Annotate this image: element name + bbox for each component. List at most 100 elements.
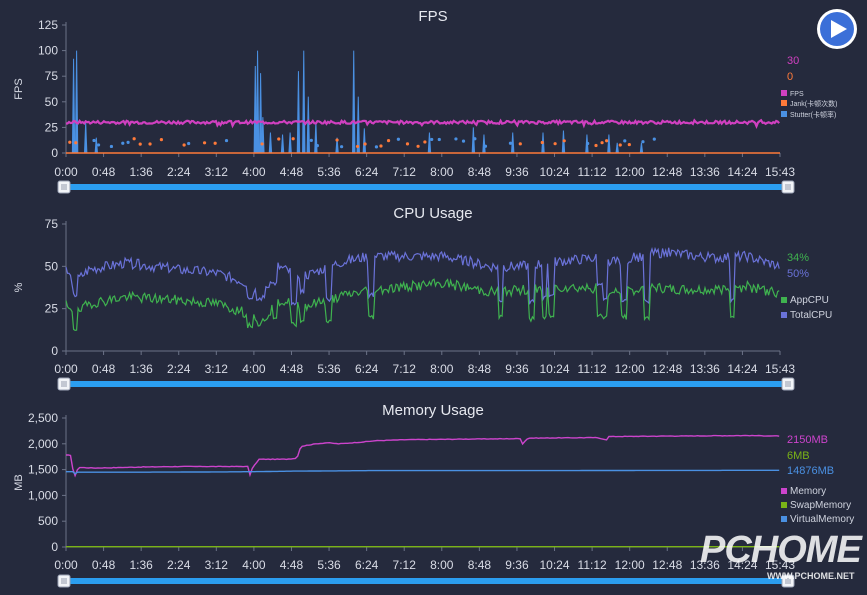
fps-xtick-label: 13:36 [690, 165, 720, 179]
stutter-spike [258, 73, 263, 154]
memory-xtick-label: 9:36 [505, 558, 529, 572]
jank-marker [627, 142, 631, 147]
cpu-xtick-label: 8:48 [468, 362, 492, 376]
fps-xtick-label: 6:24 [355, 165, 379, 179]
memory-chart: Memory Usage MB 0 500 1,000 1,500 2,000 2,500 0:… [13, 402, 854, 588]
jank-marker [600, 141, 604, 145]
fps-title: FPS [418, 8, 447, 25]
jank-marker [562, 139, 566, 143]
fps-xtick-label: 10:24 [540, 165, 570, 179]
memory-ytick-label: 1,000 [28, 488, 58, 502]
memory-xtick-label: 8:48 [468, 558, 492, 572]
jank-marker [508, 141, 513, 145]
fps-range-handle-end[interactable] [781, 180, 795, 194]
jank-marker [148, 142, 152, 146]
jank-marker [224, 138, 229, 143]
play-button[interactable] [817, 9, 857, 49]
fps-series-line [65, 118, 780, 130]
fps-ytick-label: 125 [38, 18, 58, 32]
fps-ytick-label: 75 [45, 69, 59, 83]
cpu-ytick-label: 0 [51, 344, 58, 358]
jank-marker [618, 143, 622, 147]
stutter-spike [615, 142, 619, 154]
fps-chart: FPS FPS 0 25 50 75 100 125 0:00 0:48 1:36 2:24 3:12 4… [13, 8, 837, 194]
cpu-current-value: 50% [787, 268, 809, 280]
cpu-xtick-label: 7:12 [393, 362, 417, 376]
fps-current-value: 30 [787, 55, 799, 67]
memory-current-value: 2150MB [787, 434, 828, 446]
appcpu-series-line [65, 278, 780, 332]
memory-range-slider-track[interactable] [64, 578, 792, 584]
cpu-xtick-label: 6:24 [355, 362, 379, 376]
cpu-ytick-label: 25 [45, 302, 59, 316]
cpu-xtick-label: 10:24 [540, 362, 570, 376]
cpu-legend-swatch [781, 297, 787, 303]
stutter-spike [306, 96, 311, 154]
memory-title: Memory Usage [382, 402, 484, 419]
fps-legend-swatch [781, 90, 787, 96]
stutter-spike [427, 132, 432, 154]
stutter-spike [352, 50, 356, 154]
fps-xtick-label: 2:24 [167, 165, 191, 179]
cpu-xtick-label: 4:00 [242, 362, 266, 376]
jank-marker [159, 138, 164, 142]
fps-legend-swatch [781, 111, 787, 117]
memory-range-handle-start[interactable] [57, 574, 71, 588]
memory-ytick-label: 500 [38, 514, 58, 528]
memory-xtick-label: 4:00 [242, 558, 266, 572]
memory-legend-label: SwapMemory [790, 500, 851, 511]
fps-xtick-label: 8:00 [430, 165, 454, 179]
cpu-xtick-label: 13:36 [690, 362, 720, 376]
cpu-xtick-label: 0:00 [54, 362, 78, 376]
cpu-legend-label: TotalCPU [790, 310, 832, 321]
jank-marker [374, 145, 379, 149]
jank-marker [652, 137, 656, 141]
stutter-spike [296, 71, 301, 154]
cpu-xtick-label: 12:00 [615, 362, 645, 376]
jank-marker [483, 144, 488, 148]
cpu-range-handle-end[interactable] [781, 377, 795, 391]
memory-current-value: 14876MB [787, 465, 834, 477]
jank-marker [437, 137, 441, 142]
memory-current-value: 6MB [787, 450, 810, 462]
cpu-legend-label: AppCPU [790, 295, 829, 306]
cpu-legend-swatch [781, 312, 787, 318]
cpu-range-handle-start[interactable] [57, 377, 71, 391]
jank-marker [641, 140, 645, 144]
cpu-xtick-label: 0:48 [92, 362, 116, 376]
stutter-spike [280, 134, 285, 154]
fps-ytick-label: 25 [45, 120, 59, 134]
cpu-xtick-label: 12:48 [652, 362, 682, 376]
stutter-spike [268, 132, 273, 154]
jank-marker [260, 142, 264, 146]
jank-marker [74, 141, 78, 145]
jank-marker [291, 137, 295, 141]
memory-legend-swatch [781, 516, 787, 522]
stutter-spike [255, 50, 260, 154]
jank-marker [379, 144, 383, 148]
memory-ytick-label: 2,500 [28, 411, 58, 425]
fps-xtick-label: 9:36 [505, 165, 529, 179]
fps-range-slider-track[interactable] [64, 184, 792, 190]
fps-legend-label: Jank(卡顿次数) [790, 99, 837, 108]
fps-range-handle-start[interactable] [57, 180, 71, 194]
jank-marker [553, 142, 557, 146]
play-icon [831, 20, 847, 38]
totalcpu-series-line [65, 246, 780, 306]
stutter-spike [362, 128, 367, 154]
jank-marker [430, 137, 434, 142]
fps-legend-label: FPS [790, 91, 804, 98]
jank-marker [182, 143, 186, 147]
memory-xtick-label: 0:00 [54, 558, 78, 572]
memory-xtick-label: 8:00 [430, 558, 454, 572]
cpu-ytick-label: 50 [45, 259, 59, 273]
cpu-range-slider-track[interactable] [64, 381, 792, 387]
memory-xtick-label: 1:36 [129, 558, 153, 572]
memory-range-handle-end[interactable] [781, 574, 795, 588]
fps-xtick-label: 15:43 [765, 165, 795, 179]
fps-ytick-label: 0 [51, 146, 58, 160]
memory-xtick-label: 6:24 [355, 558, 379, 572]
fps-xtick-label: 12:48 [652, 165, 682, 179]
